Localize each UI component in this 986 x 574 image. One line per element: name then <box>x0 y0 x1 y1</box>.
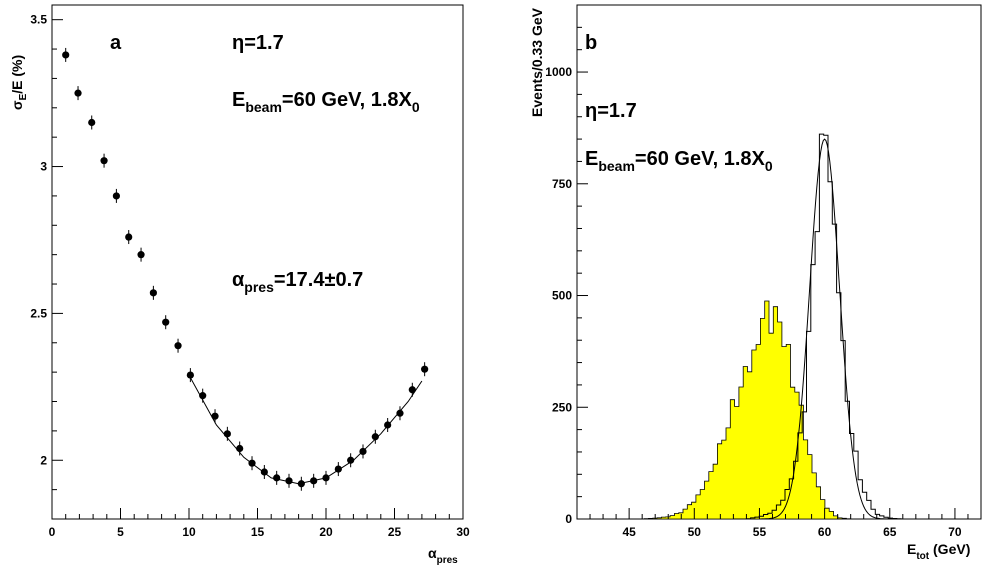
panel-a-data-point <box>137 251 145 259</box>
panel-a-data-point <box>408 386 416 394</box>
panel-b-y-tick-label: 500 <box>552 289 572 303</box>
panel-a-data-point <box>100 157 108 165</box>
panel-a-y-tick-label: 2 <box>40 453 47 467</box>
panel-a-label: a <box>110 32 122 54</box>
panel-a-alpha-result: αpres=17.4±0.7 <box>232 269 363 295</box>
panel-b-x-tick-label: 50 <box>688 525 702 539</box>
panel-a-x-tick-label: 15 <box>251 525 265 539</box>
panel-b-y-tick-label: 0 <box>565 512 572 526</box>
panel-a-data-point <box>297 480 305 488</box>
panel-b-x-axis-label: Etot (GeV) <box>907 541 970 562</box>
panel-a-beam-label: Ebeam=60 GeV, 1.8X0 <box>232 89 420 115</box>
panel-b-y-tick-label: 750 <box>552 177 572 191</box>
panel-a-data-point <box>236 444 244 453</box>
panel-b-y-axis-label: Events/0.33 GeV <box>529 7 545 117</box>
panel-a-y-tick-label: 2.5 <box>30 306 47 320</box>
panel-a-x-tick-label: 30 <box>456 525 470 539</box>
panel-a-data-point <box>174 342 182 350</box>
panel-b-x-tick-label: 45 <box>622 525 636 539</box>
panel-a-y-tick-label: 3.5 <box>30 13 47 27</box>
panel-a-data-point <box>88 118 96 127</box>
panel-b-y-tick-label: 250 <box>552 400 572 414</box>
panel-a-x-tick-label: 0 <box>49 525 56 539</box>
panel-a-x-tick-label: 5 <box>117 525 124 539</box>
panel-b-x-tick-label: 55 <box>753 525 767 539</box>
panel-a-y-tick-label: 3 <box>40 160 47 174</box>
panel-b-outline-histogram <box>733 133 906 520</box>
panel-a-data-points <box>62 47 429 491</box>
panel-b-label: b <box>585 32 597 54</box>
panel-a-data-point <box>149 289 157 297</box>
panel-a-data-point <box>310 477 318 485</box>
panel-a-ticks: 0 5 10 15 20 25 30 2 2.5 3 3.5 <box>30 13 470 539</box>
panel-a-data-point <box>347 456 355 464</box>
panel-a-data-point <box>421 365 429 373</box>
panel-b-beam-label: Ebeam=60 GeV, 1.8X0 <box>585 148 773 174</box>
panel-a-data-point <box>223 430 231 438</box>
panel-b-ticks: 45 50 55 60 65 70 0 250 500 750 1000 <box>545 4 969 539</box>
panel-b-eta-label: η=1.7 <box>585 100 637 122</box>
panel-a-data-point <box>396 409 404 417</box>
panel-b-histograms <box>635 133 906 520</box>
panel-a-data-point <box>285 477 293 485</box>
panel-a-x-tick-label: 25 <box>388 525 402 539</box>
panel-a-data-point <box>273 474 281 482</box>
panel-a-data-point <box>371 433 379 441</box>
panel-a-data-point <box>248 459 256 467</box>
panel-a-data-point <box>125 233 133 241</box>
panel-a-eta-label: η=1.7 <box>232 32 284 54</box>
panel-a-y-axis-label: σE/E (%) <box>9 55 29 110</box>
panel-b-x-tick-label: 65 <box>883 525 897 539</box>
panel-a-data-point <box>62 51 70 59</box>
panel-a-data-point <box>199 392 207 400</box>
panel-a-x-tick-label: 20 <box>319 525 333 539</box>
panel-a-data-point <box>74 89 82 97</box>
panel-a-data-point <box>112 192 120 200</box>
panel-a-data-point <box>260 468 268 476</box>
panel-a-data-point <box>322 474 330 482</box>
panel-b-y-tick-label: 1000 <box>545 65 572 79</box>
panel-b-yellow-histogram <box>635 300 855 520</box>
panel-a-data-point <box>384 421 392 429</box>
panel-a-fit-line <box>188 374 423 485</box>
panel-a-frame <box>51 4 464 520</box>
panel-b-x-tick-label: 60 <box>818 525 832 539</box>
panel-a-x-tick-label: 10 <box>182 525 196 539</box>
panel-a-data-point <box>162 318 170 326</box>
panel-a-data-point <box>186 371 194 379</box>
panel-b-x-tick-label: 70 <box>948 525 962 539</box>
panel-a-x-axis-label: αpres <box>428 545 458 566</box>
panel-a-data-point <box>211 412 219 420</box>
panel-b-gaussian-fit <box>759 138 889 520</box>
panel-a-fit-curve <box>188 374 423 485</box>
panel-a-data-point <box>359 447 367 456</box>
panel-a-data-point <box>334 465 342 473</box>
